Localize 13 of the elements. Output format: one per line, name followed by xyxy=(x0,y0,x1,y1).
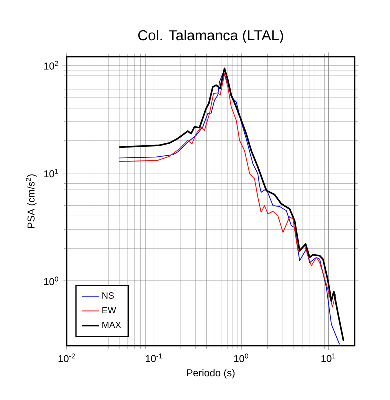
x-tick-label: 10$^{1}$ xyxy=(322,354,336,362)
legend-label: MAX xyxy=(102,322,122,328)
y-axis-title: PSA (cm/s$^{2}$) xyxy=(26,174,37,228)
y-tick-label: 10$^{1}$ xyxy=(44,169,58,178)
x-tick-label: 10$^{0}$ xyxy=(234,354,248,362)
legend-label: NS xyxy=(102,292,114,299)
chart-title: Col. Talamanca (LTAL) xyxy=(138,30,284,44)
x-tick-label: 10$^{-1}$ xyxy=(146,354,162,362)
x-tick-label: 10$^{-2}$ xyxy=(58,354,76,362)
x-axis-title: Periodo (s) xyxy=(187,369,235,379)
legend-label: EW xyxy=(102,307,116,314)
y-tick-label: 10$^{0}$ xyxy=(44,276,58,286)
y-tick-label: 10$^{2}$ xyxy=(44,61,58,70)
